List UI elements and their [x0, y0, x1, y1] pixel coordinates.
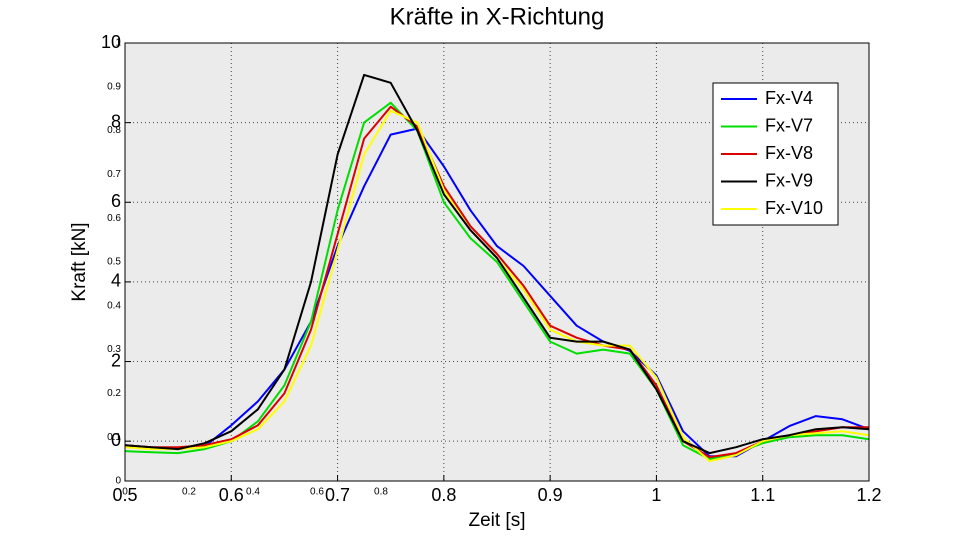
chart-title: Kräfte in X-Richtung: [390, 3, 605, 30]
ghost-x-tick-label: 0.4: [246, 487, 260, 498]
legend-label: Fx-V9: [765, 170, 813, 190]
x-tick-label: 1: [651, 485, 661, 505]
y-tick-label: 0: [111, 430, 121, 450]
x-tick-label: 0.7: [325, 485, 350, 505]
ghost-y-tick-label: 0.8: [107, 125, 121, 136]
x-tick-label: 1.2: [856, 485, 881, 505]
y-tick-label: 8: [111, 111, 121, 131]
ghost-y-tick-label: 0.7: [107, 169, 121, 180]
x-tick-label: 0.9: [538, 485, 563, 505]
ghost-y-tick-label: 0.6: [107, 213, 121, 224]
x-tick-label: 0.8: [431, 485, 456, 505]
ghost-x-tick-label: 0: [122, 487, 128, 498]
ghost-x-tick-label: 0.2: [182, 487, 196, 498]
plot-frame: [124, 42, 870, 482]
legend-label: Fx-V4: [765, 88, 813, 108]
x-axis-label: Zeit [s]: [468, 510, 525, 531]
x-tick-label: 0.6: [219, 485, 244, 505]
y-tick-label: 10: [101, 32, 121, 52]
series-line: [124, 105, 869, 459]
ghost-y-tick-label: 0.2: [107, 388, 121, 399]
y-axis-label: Kraft [kN]: [69, 222, 90, 301]
legend-label: Fx-V8: [765, 143, 813, 163]
ghost-y-tick-label: 0.3: [107, 344, 121, 355]
ghost-y-tick-label: 0.1: [107, 432, 121, 443]
ghost-y-tick-label: 1: [115, 38, 121, 49]
legend-label: Fx-V10: [765, 198, 823, 218]
y-tick-label: 6: [111, 191, 121, 211]
legend-label: Fx-V7: [765, 115, 813, 135]
series-line: [124, 73, 870, 455]
ghost-x-tick-label: 0.6: [310, 487, 324, 498]
ghost-y-tick-label: 0.5: [107, 257, 121, 268]
x-tick-label: 0.5: [112, 485, 137, 505]
ghost-y-tick-label: 0.4: [107, 300, 121, 311]
y-tick-label: 2: [111, 350, 121, 370]
ghost-x-tick-label: 0.8: [374, 487, 388, 498]
y-tick-label: 4: [111, 271, 121, 291]
x-tick-label: 1.1: [750, 485, 775, 505]
ghost-y-tick-label: 0.9: [107, 81, 121, 92]
ghost-y-tick-label: 0: [115, 476, 121, 487]
